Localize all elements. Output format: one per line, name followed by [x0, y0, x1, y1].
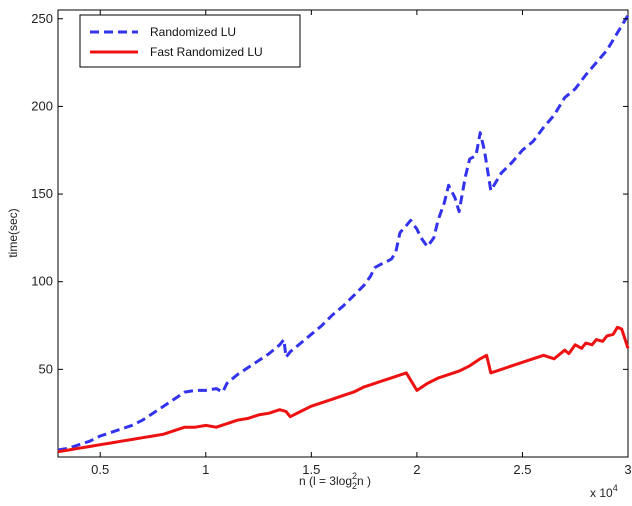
series-line-randomized-lu [57, 14, 630, 452]
x-tick-label: 2 [413, 462, 420, 477]
x-tick-label: 1.5 [302, 462, 320, 477]
y-tick-label: 250 [31, 11, 53, 26]
x-axis-ticks: 0.5 1 1.5 2 2.5 3 [91, 10, 632, 477]
legend-label-randomized-lu: Randomized LU [150, 25, 236, 39]
x-tick-label: 1 [202, 462, 209, 477]
legend-label-fast-randomized-lu: Fast Randomized LU [150, 45, 263, 59]
y-axis-label: time(sec) [6, 208, 20, 257]
x-tick-label: 0.5 [91, 462, 109, 477]
y-tick-label: 100 [31, 274, 53, 289]
y-tick-label: 150 [31, 186, 53, 201]
x-tick-label: 2.5 [513, 462, 531, 477]
legend: Randomized LU Fast Randomized LU [79, 14, 301, 68]
x-axis-multiplier: x 104 [590, 483, 618, 500]
plot-area: 0.5 1 1.5 2 2.5 3 50 100 150 200 250 [31, 9, 632, 477]
series-layer [57, 14, 630, 454]
y-tick-label: 200 [31, 98, 53, 113]
series-line-fast-randomized-lu [57, 325, 630, 454]
x-axis-label-sup: 2 [352, 471, 357, 481]
x-axis-label: n (l = 3log22n ) [299, 471, 371, 491]
x-tick-label: 3 [624, 462, 631, 477]
y-tick-label: 50 [39, 361, 53, 376]
legend-box [79, 14, 301, 68]
y-axis-ticks: 50 100 150 200 250 [31, 11, 628, 376]
plot-frame [57, 9, 629, 458]
x-axis-label-sub: 2 [352, 481, 357, 491]
